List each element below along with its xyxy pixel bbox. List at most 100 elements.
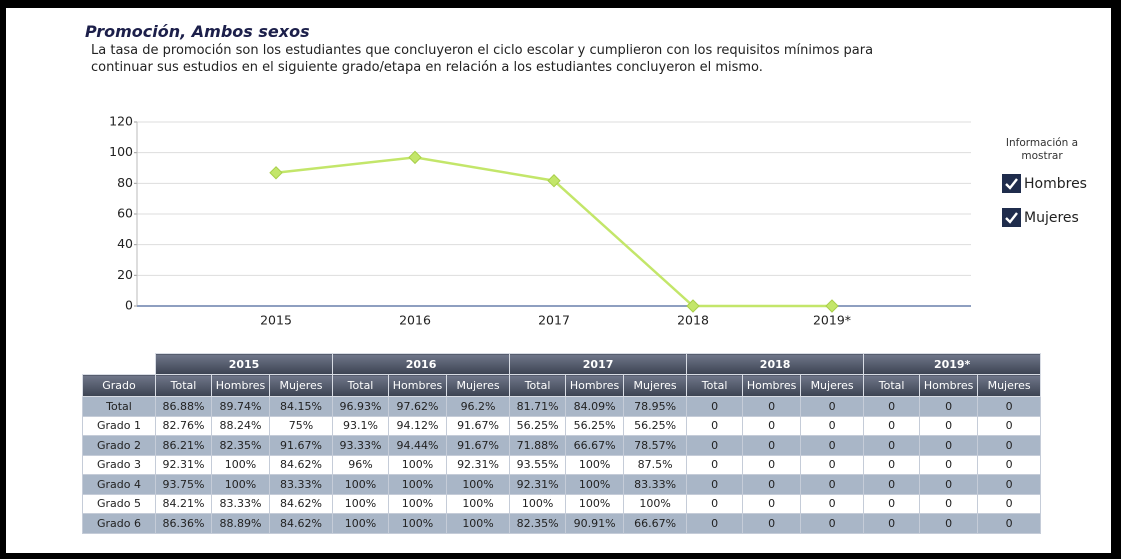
column-header: Total xyxy=(686,374,744,397)
cell: 84.62% xyxy=(268,454,334,475)
cell: 0 xyxy=(977,396,1042,417)
cell: 83.33% xyxy=(268,474,334,495)
y-tick-label: 40 xyxy=(117,236,133,251)
cell: 100% xyxy=(211,454,270,475)
checkbox-label[interactable]: Hombres xyxy=(1024,175,1087,192)
x-tick-label: 2015 xyxy=(260,313,292,328)
cell: 71.88% xyxy=(509,435,567,456)
marker xyxy=(269,166,283,180)
marker xyxy=(547,174,561,188)
checkbox-box[interactable] xyxy=(1002,174,1021,193)
table-row: Total 86.88% 89.74% 84.15% 96.93% 97.62% 96.2%… xyxy=(82,396,1042,417)
cell: 100% xyxy=(332,513,390,534)
cell: 96.93% xyxy=(332,396,390,417)
cell: 0 xyxy=(919,435,979,456)
check-icon xyxy=(1005,212,1018,224)
year-header: 2017 xyxy=(509,353,688,375)
column-header: Hombres xyxy=(919,374,979,397)
cell: 84.09% xyxy=(565,396,625,417)
cell: 100% xyxy=(211,474,270,495)
year-header: 2015 xyxy=(154,353,334,375)
x-tick-label: 2016 xyxy=(399,313,431,328)
cell: 100% xyxy=(332,474,390,495)
cell: 0 xyxy=(919,454,979,475)
column-header: Mujeres xyxy=(446,374,511,397)
cell: 91.67% xyxy=(446,435,511,456)
cell: 100% xyxy=(388,474,448,495)
column-header: Mujeres xyxy=(268,374,334,397)
checkbox[interactable]: Mujeres xyxy=(1002,208,1079,227)
checkbox[interactable]: Hombres xyxy=(1002,174,1087,193)
cell: 0 xyxy=(686,454,744,475)
x-tick-label: 2019* xyxy=(813,313,851,328)
row-label: Grado 3 xyxy=(82,454,156,475)
cell: 0 xyxy=(863,474,921,495)
cell: 0 xyxy=(686,513,744,534)
cell: 100% xyxy=(509,493,567,514)
description-line: continuar sus estudios en el siguiente g… xyxy=(91,60,763,75)
cell: 97.62% xyxy=(388,396,448,417)
cell: 56.25% xyxy=(509,415,567,436)
data-table: 2015 2016 2017 2018 2019* Grado Total Hombres Mu… xyxy=(82,353,1042,534)
checkbox-box[interactable] xyxy=(1002,208,1021,227)
cell: 0 xyxy=(686,435,744,456)
cell: 0 xyxy=(977,493,1042,514)
cell: 100% xyxy=(565,493,625,514)
cell: 93.1% xyxy=(332,415,390,436)
title: Promoción, Ambos sexos xyxy=(85,22,310,41)
cell: 0 xyxy=(977,435,1042,456)
checkbox-label[interactable]: Mujeres xyxy=(1024,209,1079,226)
cell: 82.76% xyxy=(155,415,212,436)
blank-cell xyxy=(82,353,156,375)
cell: 89.74% xyxy=(211,396,270,417)
cell: 0 xyxy=(742,474,802,495)
cell: 92.31% xyxy=(509,474,567,495)
cell: 0 xyxy=(800,435,865,456)
cell: 78.95% xyxy=(623,396,688,417)
cell: 56.25% xyxy=(565,415,625,436)
cell: 83.33% xyxy=(623,474,688,495)
cell: 0 xyxy=(919,493,979,514)
cell: 87.5% xyxy=(623,454,688,475)
cell: 0 xyxy=(863,415,921,436)
cell: 0 xyxy=(863,513,921,534)
cell: 0 xyxy=(742,396,802,417)
x-tick-label: 2017 xyxy=(538,313,570,328)
cell: 0 xyxy=(742,435,802,456)
cell: 0 xyxy=(800,474,865,495)
marker xyxy=(408,150,422,165)
column-header: Hombres xyxy=(742,374,802,397)
table-row: Grado 4 93.75% 100% 83.33% 100% 100% 100% 92.31… xyxy=(82,474,1042,495)
cell: 0 xyxy=(800,454,865,475)
y-tick-label: 20 xyxy=(117,267,133,282)
panel-title: Información a xyxy=(1005,137,1079,149)
year-header: 2016 xyxy=(332,353,511,375)
cell: 92.31% xyxy=(446,454,511,475)
cell: 88.24% xyxy=(211,415,270,436)
cell: 82.35% xyxy=(211,435,270,456)
row-label: Grado 6 xyxy=(82,513,156,534)
cell: 0 xyxy=(977,415,1042,436)
column-header: Grado xyxy=(82,374,156,397)
table-row: Grado 6 86.36% 88.89% 84.62% 100% 100% 100% 82.… xyxy=(82,513,1042,534)
row-label: Grado 5 xyxy=(82,493,156,514)
cell: 75% xyxy=(268,415,334,436)
cell: 100% xyxy=(446,513,511,534)
cell: 56.25% xyxy=(623,415,688,436)
cell: 81.71% xyxy=(509,396,567,417)
cell: 0 xyxy=(919,474,979,495)
column-header: Hombres xyxy=(388,374,448,397)
y-tick-label: 0 xyxy=(125,298,133,313)
cell: 78.57% xyxy=(623,435,688,456)
cell: 86.36% xyxy=(155,513,212,534)
cell: 100% xyxy=(388,454,448,475)
column-header: Total xyxy=(155,374,212,397)
cell: 90.91% xyxy=(565,513,625,534)
cell: 0 xyxy=(977,454,1042,475)
cell: 83.33% xyxy=(211,493,270,514)
cell: 0 xyxy=(686,474,744,495)
y-tick-label: 100 xyxy=(109,144,133,159)
row-label: Grado 4 xyxy=(82,474,156,495)
cell: 100% xyxy=(388,493,448,514)
